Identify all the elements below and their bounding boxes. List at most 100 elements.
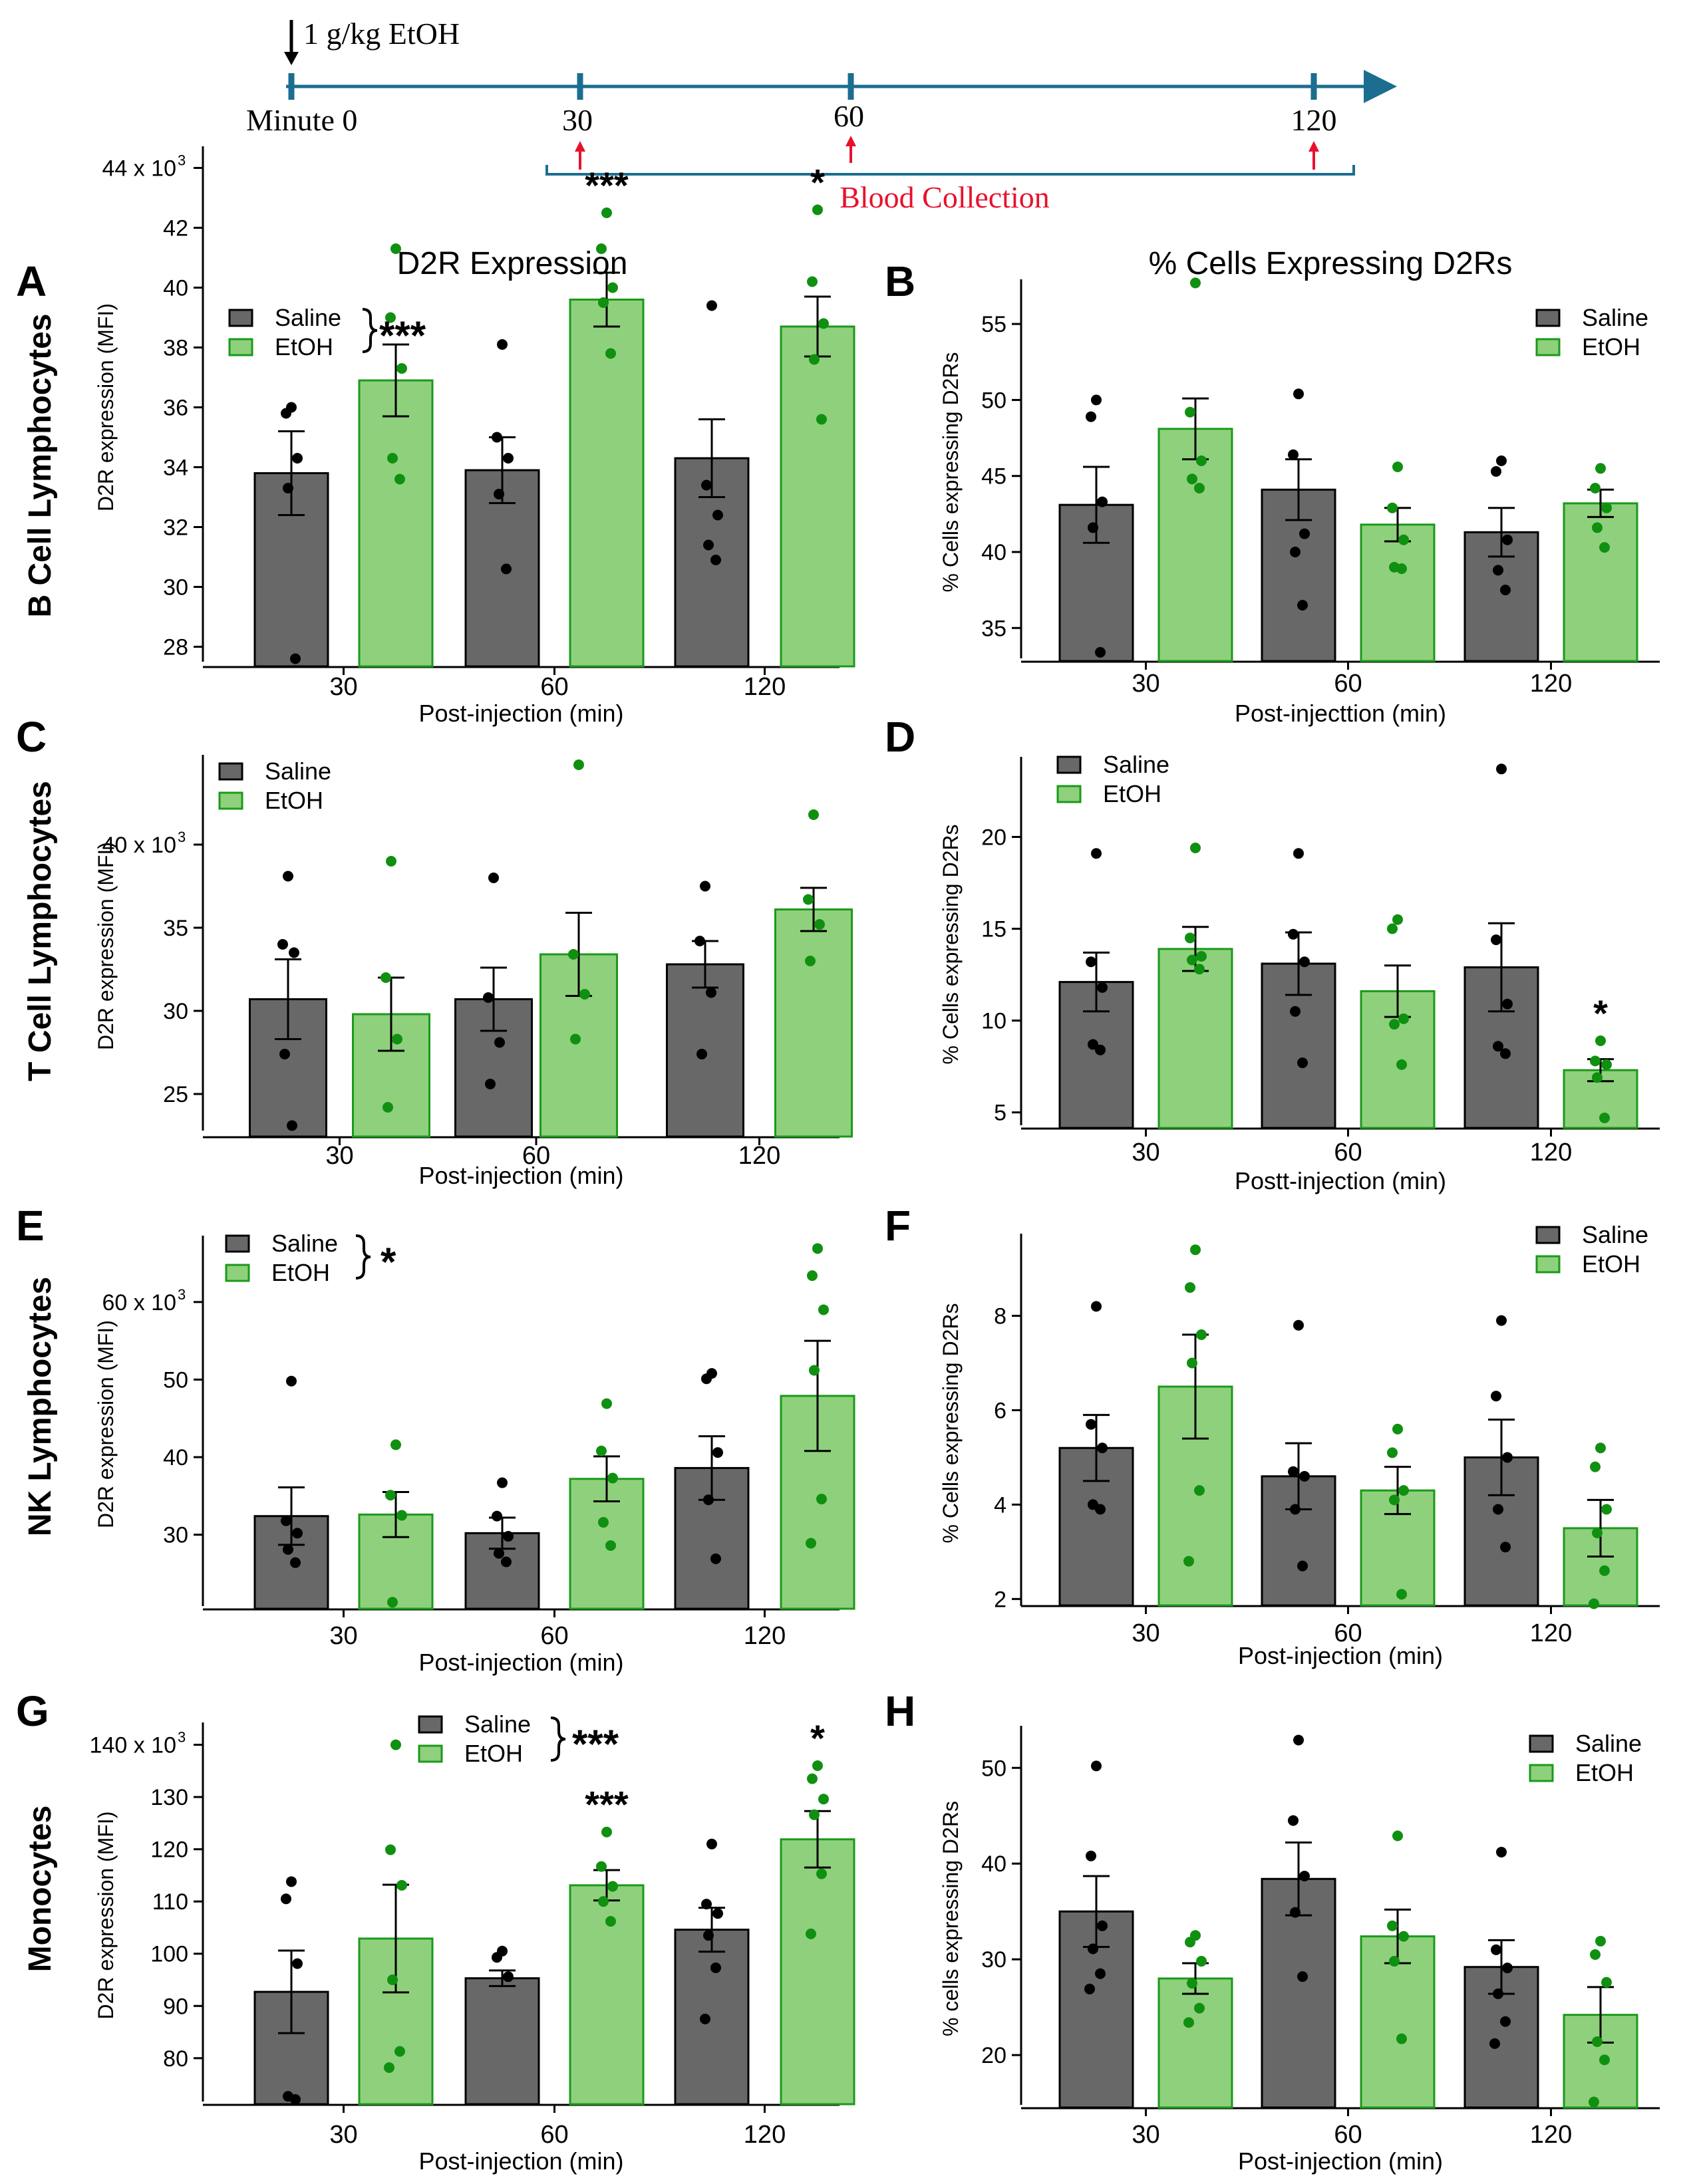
data-point-saline xyxy=(1299,956,1310,968)
data-point-etoh xyxy=(1392,1830,1403,1842)
data-point-etoh xyxy=(1196,950,1207,962)
chart-panel-e: 30 40 50 60 x 10 3 30 60 120 Post-injection (min… xyxy=(94,1230,855,1676)
y-tick-label: 40 xyxy=(163,1445,188,1470)
panel-letter-a: A xyxy=(16,257,47,305)
y-tick-label: 45 xyxy=(981,464,1006,489)
data-point-saline xyxy=(706,1838,717,1849)
data-point-saline xyxy=(1496,763,1507,775)
data-point-saline xyxy=(1086,1850,1096,1861)
panel-letter-c: C xyxy=(16,713,47,761)
data-point-etoh xyxy=(1601,502,1612,513)
data-point-etoh xyxy=(1190,843,1201,854)
x-tick-label: 60 xyxy=(540,2121,568,2149)
data-point-etoh xyxy=(809,1809,820,1820)
bar-etoh xyxy=(1157,428,1233,662)
timeline-label-120: 120 xyxy=(1291,103,1337,137)
data-point-saline xyxy=(286,1375,297,1387)
data-point-etoh xyxy=(812,1243,823,1254)
data-point-etoh xyxy=(1599,1112,1610,1123)
timeline-start-label: Minute 0 xyxy=(246,103,357,137)
data-point-saline xyxy=(290,2094,301,2105)
legend-swatch-etoh xyxy=(228,338,253,356)
data-point-saline xyxy=(503,453,514,464)
legend-swatch-saline xyxy=(228,309,253,327)
data-point-etoh xyxy=(816,1494,827,1505)
data-point-etoh xyxy=(579,989,590,1000)
data-point-etoh xyxy=(816,1868,827,1879)
data-point-saline xyxy=(290,653,301,664)
bar-etoh xyxy=(780,325,855,668)
legend-label: EtOH xyxy=(265,787,323,814)
data-point-saline xyxy=(1293,1319,1304,1331)
bar-saline xyxy=(1261,1877,1336,2109)
data-point-etoh xyxy=(573,759,584,770)
data-point-saline xyxy=(1297,600,1308,611)
legend-brace xyxy=(550,1716,566,1762)
y-tick-label: 2 xyxy=(994,1587,1006,1612)
y-tick-label: 38 xyxy=(163,336,188,361)
x-tick-label: 120 xyxy=(744,2121,786,2149)
data-point-etoh xyxy=(1590,1055,1601,1067)
dose-label: 1 g/kg EtOH xyxy=(303,17,460,51)
y-tick-label: 25 xyxy=(163,1082,188,1107)
data-point-etoh xyxy=(1387,923,1398,934)
data-point-etoh xyxy=(1592,2036,1603,2047)
data-point-saline xyxy=(1095,646,1106,658)
legend-swatch-etoh xyxy=(1056,785,1082,803)
data-point-saline xyxy=(1297,1057,1308,1069)
data-point-etoh xyxy=(1185,932,1195,944)
data-point-etoh xyxy=(1194,483,1205,493)
data-point-saline xyxy=(1084,1983,1095,1994)
legend-swatch-etoh xyxy=(1529,1764,1554,1782)
data-point-saline xyxy=(1091,848,1102,859)
x-tick-label: 30 xyxy=(325,1142,353,1170)
data-point-saline xyxy=(283,871,293,882)
row-label-monocytes: Monocytes xyxy=(23,1806,58,1973)
data-point-etoh xyxy=(387,1597,398,1608)
data-point-saline xyxy=(701,479,712,491)
data-point-etoh xyxy=(605,1916,616,1927)
data-point-etoh xyxy=(390,1739,401,1750)
data-point-etoh xyxy=(807,276,818,287)
data-point-etoh xyxy=(381,972,391,983)
data-point-etoh xyxy=(392,1033,402,1045)
data-point-saline xyxy=(710,555,721,565)
data-point-etoh xyxy=(568,949,579,960)
data-point-saline xyxy=(710,1553,721,1564)
data-point-etoh xyxy=(605,1540,616,1552)
data-point-saline xyxy=(497,1477,508,1488)
data-point-saline xyxy=(1288,1815,1299,1826)
chart-panel-b: 35 40 45 50 55 30 60 120 Post-injecttion (min) % … xyxy=(939,277,1660,727)
data-point-saline xyxy=(1088,1039,1098,1050)
y-tick-label: 32 xyxy=(163,515,188,541)
collection-label: Blood Collection xyxy=(840,180,1050,214)
y-tick-label: 35 xyxy=(163,916,188,941)
data-point-saline xyxy=(701,1373,712,1385)
data-point-etoh xyxy=(601,1398,612,1409)
y-tick-label: 35 xyxy=(981,616,1006,641)
data-point-saline xyxy=(277,939,288,950)
data-point-saline xyxy=(488,873,499,883)
legend-swatch-etoh xyxy=(1535,1255,1561,1274)
data-point-saline xyxy=(1493,565,1503,576)
legend-label: Saline xyxy=(464,1710,531,1738)
column-title-right: % Cells Expressing D2Rs xyxy=(1149,246,1513,281)
data-point-saline xyxy=(494,489,504,499)
panel-letter-h: H xyxy=(885,1687,915,1735)
y-tick-label: 40 x 10 xyxy=(102,833,176,858)
legend-label: EtOH xyxy=(1103,780,1161,807)
data-point-etoh xyxy=(596,1861,607,1872)
chart-panel-h: 20 30 40 50 30 60 120 Post-injection (min) % cel… xyxy=(939,1726,1660,2175)
y-axis-title: D2R expression (MFI) xyxy=(94,842,118,1050)
legend-swatch-saline xyxy=(1056,755,1082,774)
x-axis-title: Post-injection (min) xyxy=(418,2147,623,2175)
data-point-saline xyxy=(1500,2016,1511,2027)
legend-swatch-etoh xyxy=(225,1264,250,1282)
data-point-saline xyxy=(290,1557,301,1568)
data-point-saline xyxy=(1297,1560,1308,1571)
